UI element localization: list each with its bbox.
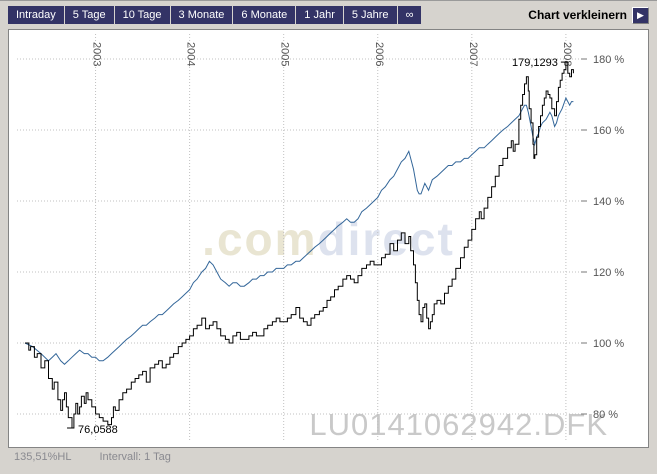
y-tick-label: 120 % <box>593 267 624 279</box>
x-axis-labels: 2003 2004 2005 2006 2007 2008 <box>91 42 573 66</box>
range-button-3-monate[interactable]: 3 Monate <box>170 6 234 24</box>
series-fund-performance <box>25 61 574 429</box>
y-tick-label: 160 % <box>593 125 624 137</box>
statusbar: 135,51%HL Intervall: 1 Tag <box>14 451 171 463</box>
y-axis-labels: 80 % 100 % 120 % 140 % 160 % 180 % <box>593 54 624 421</box>
x-tick-label: 2007 <box>467 42 479 66</box>
x-tick-label: 2008 <box>561 42 573 66</box>
chart-annotation: 179,1293 <box>512 57 568 69</box>
y-tick-label: 140 % <box>593 196 624 208</box>
resize-chart-label: Chart verkleinern <box>528 8 627 22</box>
range-button-10-tage[interactable]: 10 Tage <box>114 6 171 24</box>
y-axis-ticks <box>581 58 587 415</box>
chart-toolbar: Intraday 5 Tage 10 Tage 3 Monate 6 Monate 1 J… <box>8 6 649 24</box>
resize-chart-button[interactable]: ▶ <box>632 6 649 24</box>
hl-value: 135,51%HL <box>14 451 72 463</box>
gridlines <box>17 34 587 440</box>
arrow-right-icon: ▶ <box>637 9 644 20</box>
x-tick-label: 2005 <box>279 42 291 66</box>
range-button-1-jahr[interactable]: 1 Jahr <box>296 6 344 24</box>
range-button-max[interactable]: ∞ <box>397 6 423 24</box>
annotation-label: 76,0588 <box>78 424 118 436</box>
chart-annotation: 76,0588 <box>67 424 118 436</box>
toolbar-right: Chart verkleinern ▶ <box>528 6 649 24</box>
range-button-5-jahre[interactable]: 5 Jahre <box>343 6 398 24</box>
y-tick-label: 180 % <box>593 54 624 66</box>
range-button-5-tage[interactable]: 5 Tage <box>64 6 115 24</box>
x-tick-label: 2004 <box>185 42 197 66</box>
y-tick-label: 80 % <box>593 409 618 421</box>
comdirect-watermark: .comdirect <box>202 212 455 266</box>
isin-watermark: LU0141062942.DFK <box>309 407 608 442</box>
comdirect-watermark-com: .com <box>202 212 318 265</box>
interval-label: Intervall: 1 Tag <box>99 451 171 463</box>
x-tick-label: 2003 <box>91 42 103 66</box>
range-toolbar: Intraday 5 Tage 10 Tage 3 Monate 6 Monate 1 J… <box>8 6 423 24</box>
series-benchmark-performance <box>24 96 574 365</box>
performance-chart: 2003 2004 2005 2006 2007 2008 80 % 100 % 120 % 14… <box>17 34 624 440</box>
range-button-6-monate[interactable]: 6 Monate <box>233 6 297 24</box>
x-tick-label: 2006 <box>373 42 385 66</box>
chart-area: .comdirect LU0141062942.DFK 2003 2004 2005… <box>8 29 649 448</box>
y-tick-label: 100 % <box>593 338 624 350</box>
annotation-label: 179,1293 <box>512 57 558 69</box>
range-button-intraday[interactable]: Intraday <box>8 6 65 24</box>
